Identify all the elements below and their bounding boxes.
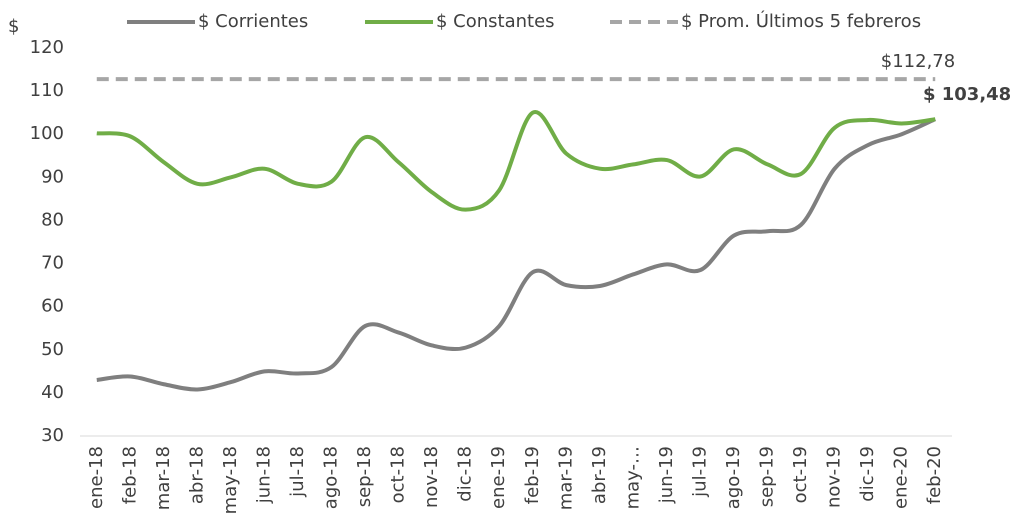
x-tick-label: feb-20 bbox=[924, 446, 945, 504]
reference-label: $112,78 bbox=[881, 51, 955, 72]
series-line bbox=[96, 117, 937, 392]
x-tick-label: nov-19 bbox=[824, 446, 845, 508]
x-tick-label: oct-18 bbox=[388, 446, 409, 503]
y-tick-label: 90 bbox=[41, 166, 64, 187]
x-tick-label: ene-20 bbox=[891, 446, 912, 509]
series-line bbox=[96, 110, 936, 212]
y-tick-label: 50 bbox=[41, 339, 64, 360]
x-tick-label: feb-19 bbox=[522, 446, 543, 504]
x-tick-label: ene-19 bbox=[488, 446, 509, 509]
x-tick-label: jun-18 bbox=[253, 446, 274, 504]
x-tick-label: feb-18 bbox=[119, 446, 140, 504]
x-tick-label: may-… bbox=[622, 446, 643, 509]
legend-label: $ Prom. Últimos 5 febreros bbox=[681, 10, 921, 32]
x-tick-label: nov-18 bbox=[421, 446, 442, 508]
x-tick-label: mar-19 bbox=[555, 446, 576, 510]
y-tick-label: 30 bbox=[41, 425, 64, 446]
data-label: $ 103,48 bbox=[923, 84, 1011, 105]
x-tick-label: dic-19 bbox=[857, 446, 878, 502]
y-tick-label: 110 bbox=[30, 80, 64, 101]
x-tick-label: jun-19 bbox=[656, 446, 677, 504]
x-tick-label: abr-18 bbox=[186, 446, 207, 504]
x-tick-label: jul-19 bbox=[689, 446, 710, 498]
legend-label: $ Constantes bbox=[436, 11, 555, 32]
x-tick-label: oct-19 bbox=[790, 446, 811, 503]
x-tick-label: ago-18 bbox=[321, 446, 342, 509]
x-tick-label: may-18 bbox=[220, 446, 241, 514]
y-tick-label: 80 bbox=[41, 209, 64, 230]
y-tick-label: 60 bbox=[41, 296, 64, 317]
y-tick-label: 40 bbox=[41, 382, 64, 403]
y-tick-label: 120 bbox=[30, 37, 64, 58]
y-tick-label: 100 bbox=[30, 123, 64, 144]
x-tick-label: sep-19 bbox=[757, 446, 778, 507]
x-tick-label: mar-18 bbox=[153, 446, 174, 510]
x-tick-label: abr-19 bbox=[589, 446, 610, 504]
x-tick-label: ene-18 bbox=[86, 446, 107, 509]
legend-label: $ Corrientes bbox=[198, 11, 308, 32]
x-tick-label: jul-18 bbox=[287, 446, 308, 498]
x-tick-label: sep-18 bbox=[354, 446, 375, 507]
y-tick-label: 70 bbox=[41, 253, 64, 274]
x-tick-label: dic-18 bbox=[455, 446, 476, 502]
y-axis-label: $ bbox=[8, 16, 19, 37]
x-tick-label: ago-19 bbox=[723, 446, 744, 509]
